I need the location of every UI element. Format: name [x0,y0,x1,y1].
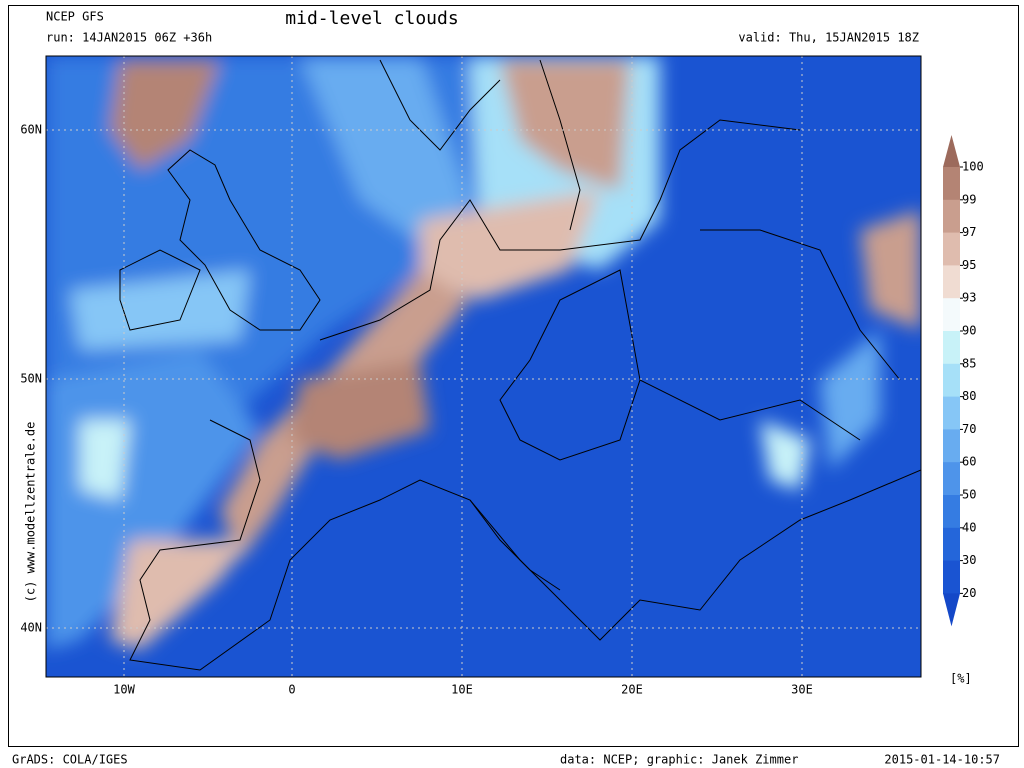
colorbar-arrow [943,135,960,167]
colorbar-band [943,396,960,430]
colorbar-label: 97 [962,225,976,239]
colorbar-band [943,363,960,398]
colorbar-label: 85 [962,356,976,370]
colorbar-label: 30 [962,553,976,567]
colorbar-label: 70 [962,422,976,436]
frame [8,5,1019,747]
colorbar-label: 90 [962,324,976,338]
colorbar-band [943,265,960,299]
colorbar-band [943,429,960,463]
lat-label: 40N [20,621,42,635]
colorbar-label: 95 [962,258,976,272]
coastlines [119,59,921,671]
colorbar-label: 80 [962,389,976,403]
colorbar-band [943,199,960,234]
colorbar-band [943,495,960,529]
colorbar-band [943,167,960,201]
lon-label: 0 [288,683,295,697]
lon-label: 10E [451,683,473,697]
map-border [45,55,922,678]
footer-center: data: NCEP; graphic: Janek Zimmer [560,753,798,767]
map-field [46,56,921,677]
colorbar-label: 100 [962,160,984,174]
colorbar-label: 50 [962,488,976,502]
colorbar-band [943,462,960,496]
valid-time: valid: Thu, 15JAN2015 18Z [738,31,919,45]
colorbar-arrow [943,593,960,627]
lon-label: 10W [113,683,135,697]
axis-labels: 60N 50N 40N 10W 0 10E 20E 30E [20,123,813,697]
model-name: NCEP GFS [46,10,104,24]
colorbar-label: 20 [962,586,976,600]
colorbar-band [943,560,960,594]
colorbar-label: 99 [962,192,976,206]
credit: (c) www.modellzentrale.de [24,422,38,603]
lat-label: 50N [20,372,42,386]
colorbar-label: 93 [962,291,976,305]
colorbar: 100 99 97 95 93 90 85 80 70 60 50 40 30 20 [%] [943,135,984,686]
run-info: run: 14JAN2015 06Z +36h [46,31,212,45]
footer-left: GrADS: COLA/IGES [12,753,128,767]
graticule [46,56,921,677]
colorbar-band [943,527,960,562]
map-title: mid-level clouds [285,8,458,29]
colorbar-band [943,232,960,266]
colorbar-label: 60 [962,455,976,469]
lat-label: 60N [20,123,42,137]
footer-right: 2015-01-14-10:57 [884,753,1000,767]
lon-label: 20E [621,683,643,697]
colorbar-unit: [%] [950,672,972,686]
lon-label: 30E [791,683,813,697]
colorbar-band [943,298,960,332]
colorbar-band [943,331,960,365]
colorbar-label: 40 [962,520,976,534]
